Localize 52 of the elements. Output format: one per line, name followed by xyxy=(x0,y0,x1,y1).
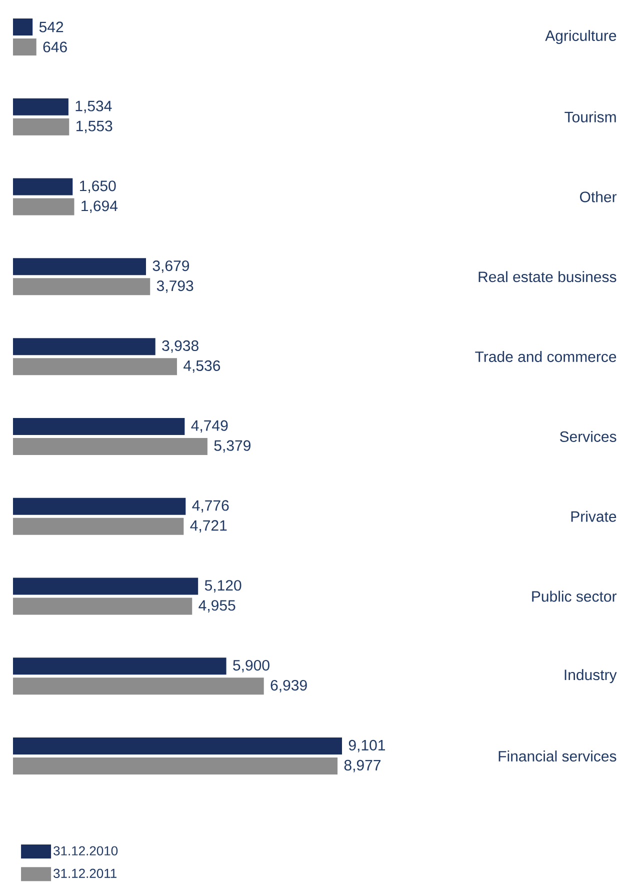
bar xyxy=(13,258,146,276)
bar xyxy=(13,18,33,36)
y-tick-label: Real estate business xyxy=(478,271,616,282)
data-label: 646 xyxy=(43,42,67,52)
legend-label: 31.12.2010 xyxy=(54,846,118,856)
bar xyxy=(13,738,342,755)
bar xyxy=(13,678,264,695)
bar xyxy=(13,418,185,435)
bar xyxy=(13,98,68,116)
legend-label: 31.12.2011 xyxy=(54,868,116,878)
data-label: 3,679 xyxy=(152,260,190,273)
data-label: 5,379 xyxy=(214,440,250,453)
data-label: 5,120 xyxy=(204,580,242,592)
y-tick-label: Agriculture xyxy=(545,30,616,44)
data-label: 542 xyxy=(39,22,64,32)
data-label: 4,955 xyxy=(198,600,236,612)
bar xyxy=(13,198,74,216)
y-tick-label: Financial services xyxy=(498,750,616,762)
bar xyxy=(13,658,226,675)
bar xyxy=(13,578,198,595)
data-label: 1,534 xyxy=(76,100,112,114)
bar xyxy=(13,338,156,356)
y-tick-label: Public sector xyxy=(532,590,617,602)
data-label: 4,721 xyxy=(190,520,227,533)
bar xyxy=(13,498,186,515)
y-tick-label: Trade and commerce xyxy=(475,351,616,362)
y-tick-label: Industry xyxy=(564,669,617,684)
bar xyxy=(13,438,208,455)
bar xyxy=(13,38,36,56)
y-tick-label: Private xyxy=(571,510,616,522)
data-label: 1,553 xyxy=(76,120,112,134)
data-label: 9,101 xyxy=(348,740,385,752)
data-label: 8,977 xyxy=(344,760,380,772)
bar xyxy=(13,178,73,196)
data-label: 6,939 xyxy=(270,680,307,692)
y-tick-label: Tourism xyxy=(564,111,616,122)
data-label: 1,650 xyxy=(80,180,116,193)
bar xyxy=(13,598,192,615)
bar xyxy=(13,358,177,376)
data-label: 4,776 xyxy=(192,500,229,513)
y-tick-label: Other xyxy=(580,191,617,202)
bar xyxy=(13,758,338,775)
bar xyxy=(13,518,184,535)
y-tick-label: Services xyxy=(560,430,616,442)
data-label: 3,938 xyxy=(162,340,198,353)
bar xyxy=(13,278,150,296)
bar xyxy=(13,118,70,136)
data-label: 1,694 xyxy=(82,200,118,213)
data-label: 3,793 xyxy=(156,280,194,293)
data-label: 4,536 xyxy=(184,360,220,373)
data-label: 5,900 xyxy=(233,660,270,672)
data-label: 4,749 xyxy=(191,420,228,433)
